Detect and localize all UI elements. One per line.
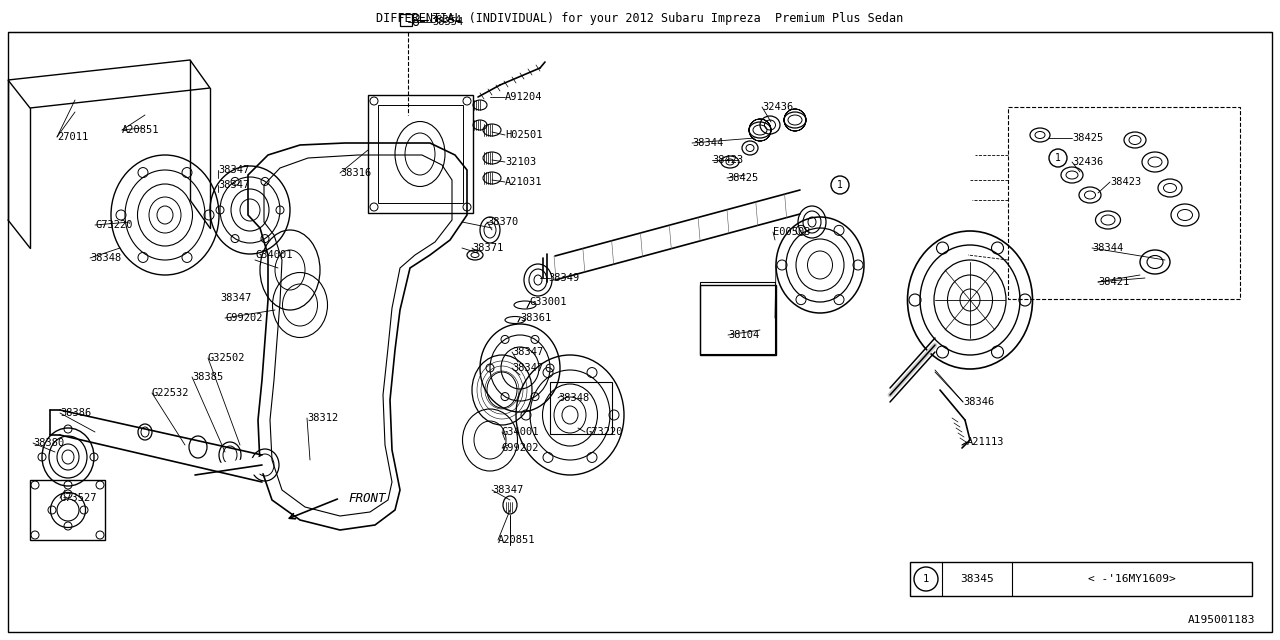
Bar [700, 285, 776, 355]
Text: 38347: 38347 [220, 293, 251, 303]
Text: 38104: 38104 [728, 330, 759, 340]
Text: 38344: 38344 [1092, 243, 1124, 253]
Text: A21113: A21113 [966, 437, 1005, 447]
Bar [399, 14, 412, 26]
Text: 38385: 38385 [192, 372, 223, 382]
Text: 1: 1 [837, 180, 844, 190]
Text: G73220: G73220 [585, 427, 622, 437]
Text: 38425: 38425 [727, 173, 758, 183]
Text: 32103: 32103 [506, 157, 536, 167]
Text: 27011: 27011 [58, 132, 88, 142]
Text: 38380: 38380 [33, 438, 64, 448]
Text: G73220: G73220 [95, 220, 133, 230]
Text: 38386: 38386 [60, 408, 91, 418]
Text: 38347: 38347 [218, 165, 250, 175]
Text: 38421: 38421 [1098, 277, 1129, 287]
Text: 38345: 38345 [960, 574, 993, 584]
Text: 38348: 38348 [90, 253, 122, 263]
Text: G99202: G99202 [225, 313, 262, 323]
Bar [700, 282, 774, 354]
Text: E00503: E00503 [773, 227, 810, 237]
Text: G22532: G22532 [152, 388, 189, 398]
Text: < -'16MY1609>: < -'16MY1609> [1088, 574, 1176, 584]
Text: 38370: 38370 [486, 217, 518, 227]
Text: DIFFERENTIAL (INDIVIDUAL) for your 2012 Subaru Impreza  Premium Plus Sedan: DIFFERENTIAL (INDIVIDUAL) for your 2012 … [376, 12, 904, 24]
Text: 38312: 38312 [307, 413, 338, 423]
Text: 38371: 38371 [472, 243, 503, 253]
Text: 38347: 38347 [512, 363, 543, 373]
Text: G99202: G99202 [502, 443, 539, 453]
Text: A91204: A91204 [506, 92, 543, 102]
Text: 32436: 32436 [762, 102, 794, 112]
Text: 1: 1 [1055, 153, 1061, 163]
Text: 38349: 38349 [548, 273, 580, 283]
Text: 38354: 38354 [430, 15, 461, 25]
Text: 38423: 38423 [712, 155, 744, 165]
Text: 38347: 38347 [218, 180, 250, 190]
Text: G34001: G34001 [255, 250, 293, 260]
Text: H02501: H02501 [506, 130, 543, 140]
Text: 38347: 38347 [492, 485, 524, 495]
Bar [550, 382, 612, 434]
Text: 1: 1 [923, 574, 929, 584]
Text: G33001: G33001 [530, 297, 567, 307]
Text: 38346: 38346 [963, 397, 995, 407]
Text: 38344: 38344 [692, 138, 723, 148]
Text: G32502: G32502 [207, 353, 246, 363]
Bar [910, 562, 1252, 596]
Bar [1009, 107, 1240, 299]
Text: 38347: 38347 [512, 347, 543, 357]
Text: A195001183: A195001183 [1188, 615, 1254, 625]
Text: FRONT: FRONT [348, 492, 385, 504]
Text: 38361: 38361 [520, 313, 552, 323]
Text: 32436: 32436 [1073, 157, 1103, 167]
Text: A20851: A20851 [498, 535, 535, 545]
Text: 38425: 38425 [1073, 133, 1103, 143]
Text: G34001: G34001 [502, 427, 539, 437]
Text: 38354: 38354 [433, 17, 463, 27]
Text: A20851: A20851 [122, 125, 160, 135]
Text: G73527: G73527 [60, 493, 97, 503]
Text: A21031: A21031 [506, 177, 543, 187]
Text: 38316: 38316 [340, 168, 371, 178]
Text: 38348: 38348 [558, 393, 589, 403]
Text: 38423: 38423 [1110, 177, 1142, 187]
